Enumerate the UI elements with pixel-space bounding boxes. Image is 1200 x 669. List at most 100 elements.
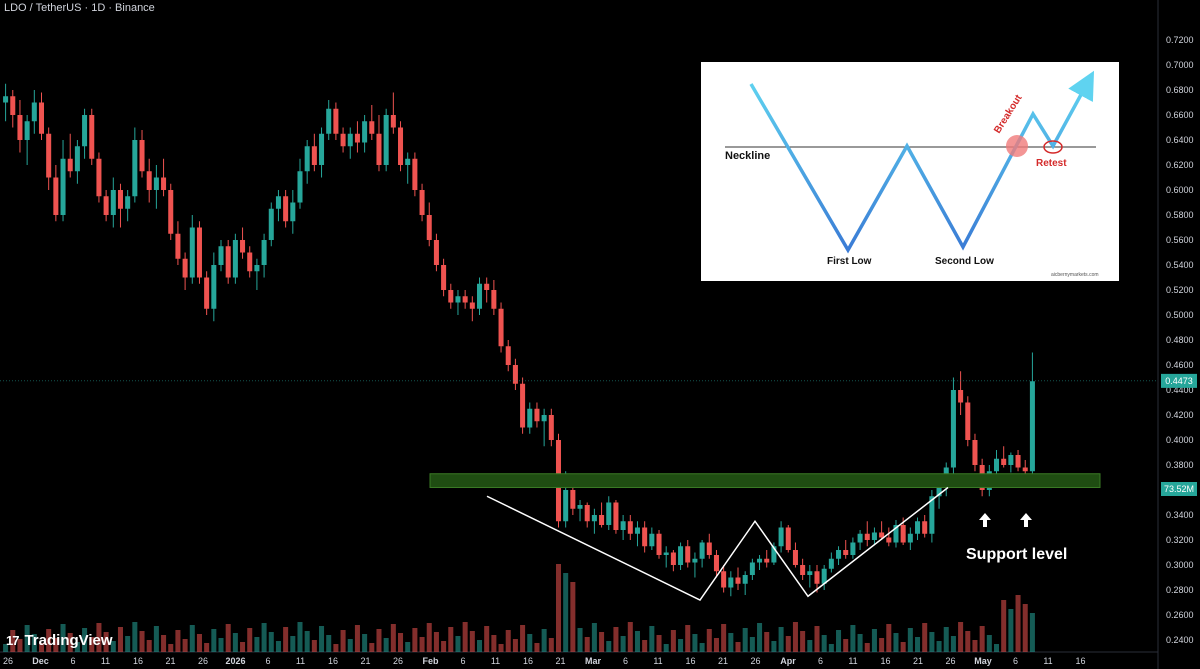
volume-bar [1001,600,1007,652]
volume-bar [225,624,231,652]
volume-bar [742,628,748,652]
volume-bar [412,628,418,652]
double-bottom-diagram: Neckline First Low Second Low Breakout R… [725,70,1099,278]
candle-body [627,521,633,534]
candle-body [153,177,159,190]
candle-body [541,415,547,422]
volume-bar [89,637,95,652]
time-tick-label: 26 [750,656,760,666]
volume-bar [376,629,382,652]
candle-body [491,290,497,309]
volume-bar [103,632,109,652]
volume-bar [383,638,389,652]
candle-body [455,296,461,303]
time-tick-label: 6 [818,656,823,666]
time-tick-label: 2026 [225,656,245,666]
first-low-label: First Low [827,256,872,267]
volume-bar [17,639,23,652]
volume-bar [311,640,317,652]
candle-body [584,505,590,522]
volume-bar [433,632,439,652]
candle-body [950,390,956,468]
volume-bar [82,628,88,652]
candle-body [67,158,73,172]
volume-bar [1008,609,1014,652]
volume-bar [505,630,511,652]
volume-bar [297,622,303,652]
volume-bar [706,629,712,652]
candle-body [958,390,964,403]
candle-body [175,233,181,259]
candle-body [261,240,267,265]
volume-bar [46,629,52,652]
candle-body [757,558,763,563]
volume-bar [240,642,246,652]
price-tick-label: 0.3200 [1166,535,1194,545]
volume-bar [196,634,202,652]
volume-bar [721,624,727,652]
volume-bar [462,622,468,652]
candle-body [247,252,253,272]
volume-bar [864,643,870,652]
candle-body [10,96,16,115]
candle-body [728,577,734,588]
candle-body [821,568,827,584]
volume-bar [340,630,346,652]
price-tick-label: 0.4800 [1166,335,1194,345]
candle-body [936,487,942,497]
volume-bar [275,641,281,652]
time-tick-label: Dec [32,656,49,666]
volume-bar [993,644,1000,652]
volume-bar [699,643,705,652]
support-zone [429,473,1101,488]
candle-body [139,140,145,172]
support-arrow-icon [979,513,991,527]
volume-bar [1029,613,1035,652]
volume-bar [168,644,174,652]
candle-body [850,542,856,555]
price-tick-label: 0.5400 [1166,260,1194,270]
time-tick-label: Mar [585,656,602,666]
price-tick-label: 0.2600 [1166,610,1194,620]
candle-body [512,365,518,384]
candle-body [792,550,798,565]
candle-body [678,546,684,565]
time-tick-label: 21 [165,656,175,666]
candle-body [1008,455,1014,465]
volume-bar [771,641,777,652]
volume-bar [419,637,425,652]
volume-bar [146,640,152,652]
candle-body [534,408,540,422]
candle-body [38,102,45,134]
candle-body [96,158,102,197]
volume-bar [713,638,719,652]
candle-body [283,196,289,222]
price-tick-label: 0.5600 [1166,235,1194,245]
candle-body [764,558,770,563]
candle-body [354,133,360,143]
volume-bar [642,640,648,652]
volume-bar [218,638,224,652]
candle-body [656,533,662,555]
candle-body [319,133,325,165]
candle-body [1029,381,1035,472]
volume-bar [319,626,325,652]
candle-body [240,240,246,253]
candle-body [778,527,784,547]
volume-bar [972,640,978,652]
volume-bar [936,641,942,652]
volume-bar [333,644,339,652]
last-price-badge [1161,373,1197,388]
candle-body [405,158,411,165]
volume-bar [527,634,533,652]
candle-body [785,527,791,550]
tradingview-logo-mark: 17 [6,633,20,648]
candle-body [642,527,648,547]
volume-bar [182,639,188,652]
volume-badge [1161,482,1197,496]
volume-bar [426,623,432,652]
retest-circle [1043,140,1063,154]
volume-bar [893,633,899,652]
candle-body [196,227,202,278]
